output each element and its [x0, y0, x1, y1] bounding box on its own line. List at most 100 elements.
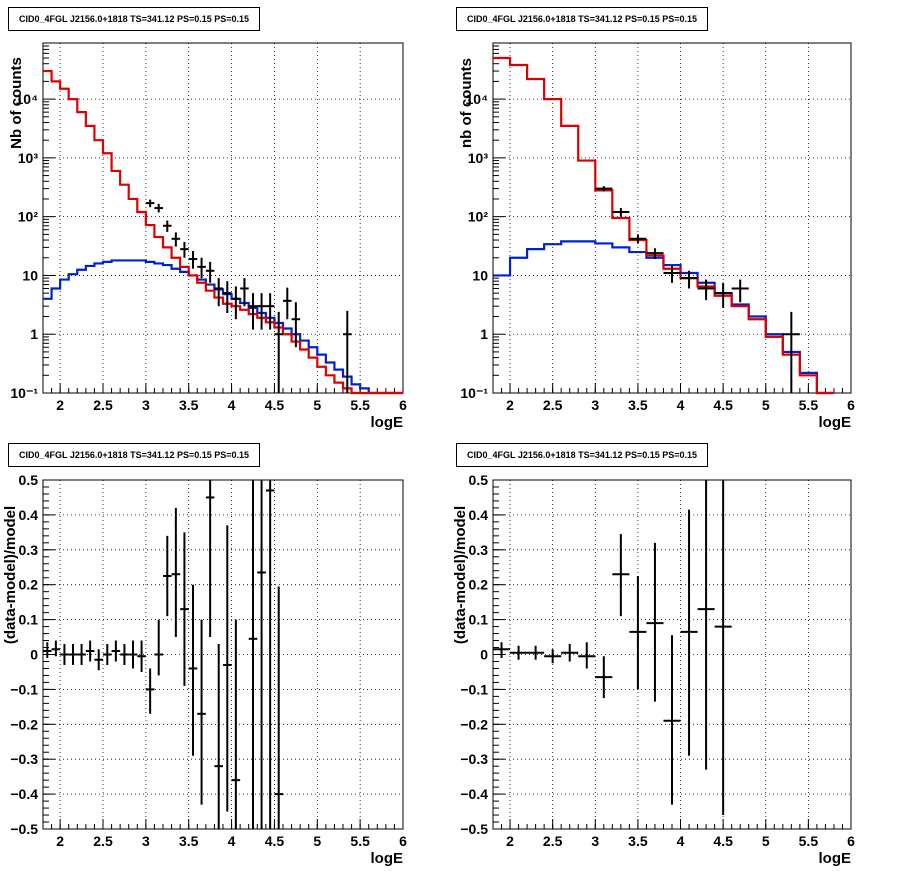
data-point: [646, 542, 664, 702]
x-tick-label: 3: [591, 397, 599, 413]
x-tick-label: 2: [56, 397, 64, 413]
y-axis-label: (data-model)/model: [2, 506, 19, 644]
x-tick-label: 5: [762, 397, 770, 413]
x-tick-label: 3: [142, 397, 150, 413]
x-tick-label: 3.5: [628, 833, 648, 849]
data-point: [274, 586, 283, 829]
y-tick-label: 0.1: [469, 612, 489, 628]
panel-title-top-left: CID0_4FGL J2156.0+1818 TS=341.12 PS=0.15…: [8, 7, 261, 31]
data-point: [163, 220, 172, 232]
x-tick-label: 2: [56, 833, 64, 849]
data-point: [223, 281, 232, 313]
y-tick-label: 0.2: [469, 577, 489, 593]
y-tick-label: −0.2: [10, 716, 38, 732]
x-tick-label: 2.5: [93, 833, 113, 849]
data-point: [197, 619, 206, 805]
x-tick-label: 3: [142, 833, 150, 849]
data-point: [680, 509, 698, 756]
y-tick-label: −0.3: [10, 751, 38, 767]
data-point: [595, 186, 613, 192]
y-tick-label: 10⁻¹: [10, 385, 38, 401]
x-tick-label: 3.5: [179, 833, 199, 849]
y-tick-label: −0.3: [460, 751, 488, 767]
data-point: [731, 279, 749, 303]
x-axis-label: logE: [371, 850, 404, 867]
y-tick-label: −0.4: [10, 786, 38, 802]
data-point: [197, 257, 206, 279]
y-tick-label: 10⁻¹: [460, 385, 488, 401]
x-tick-label: 4.5: [713, 397, 733, 413]
data-point: [205, 480, 215, 638]
data-point: [188, 584, 198, 756]
data-point: [782, 311, 800, 393]
data-point: [145, 668, 155, 714]
data-point: [527, 645, 545, 660]
data-point: [544, 649, 562, 664]
x-tick-label: 4.5: [713, 833, 733, 849]
data-point: [85, 640, 95, 662]
data-point: [103, 644, 112, 665]
x-tick-label: 5: [313, 833, 321, 849]
data-point: [714, 480, 732, 816]
y-tick-label: 0.4: [469, 507, 489, 523]
data-point: [214, 278, 223, 307]
y-tick-label: 0.1: [19, 612, 39, 628]
x-tick-label: 4: [677, 397, 685, 413]
data-point: [274, 311, 283, 393]
data-point: [231, 286, 241, 320]
y-axis-label: Nb of counts: [8, 57, 25, 149]
data-point: [248, 293, 258, 330]
total-model-histogram: [43, 69, 403, 395]
panel-title-top-right: CID0_4FGL J2156.0+1818 TS=341.12 PS=0.15…: [456, 7, 709, 31]
data-point: [510, 645, 528, 660]
y-tick-label: 0: [480, 647, 488, 663]
x-tick-label: 5.5: [350, 397, 370, 413]
y-tick-label: 10²: [18, 209, 39, 225]
data-point: [43, 642, 52, 658]
data-point: [595, 656, 613, 699]
x-tick-label: 2.5: [543, 397, 563, 413]
y-tick-label: −0.2: [460, 716, 488, 732]
data-point: [60, 644, 69, 665]
data-point: [240, 278, 249, 307]
data-point: [343, 310, 352, 393]
y-tick-label: 0.3: [469, 542, 489, 558]
y-tick-label: −0.1: [10, 681, 38, 697]
data-point: [697, 480, 715, 770]
x-tick-label: 6: [847, 397, 855, 413]
x-tick-label: 5.5: [799, 397, 819, 413]
data-point: [163, 535, 172, 617]
data-point: [697, 279, 715, 301]
data-point: [629, 234, 647, 244]
x-tick-label: 3: [591, 833, 599, 849]
y-tick-label: 1: [30, 326, 38, 342]
y-tick-label: −0.4: [460, 786, 488, 802]
data-point: [248, 480, 258, 829]
data-point: [94, 649, 103, 671]
x-tick-label: 4.5: [265, 833, 285, 849]
data-point: [493, 642, 511, 658]
data-point: [180, 532, 189, 686]
x-tick-label: 2: [506, 833, 514, 849]
data-point: [68, 644, 78, 665]
data-point: [171, 232, 181, 247]
x-tick-label: 3.5: [179, 397, 199, 413]
x-tick-label: 5: [313, 397, 321, 413]
x-axis-label: logE: [371, 414, 404, 431]
data-point: [629, 575, 647, 690]
panel-title-bottom-left: CID0_4FGL J2156.0+1818 TS=341.12 PS=0.15…: [8, 443, 261, 467]
y-tick-label: 10: [472, 267, 488, 283]
x-tick-label: 6: [847, 833, 855, 849]
x-tick-label: 6: [399, 397, 407, 413]
x-tick-label: 4: [677, 833, 685, 849]
y-tick-label: −0.5: [10, 821, 38, 837]
x-tick-label: 4: [228, 833, 236, 849]
x-tick-label: 4.5: [265, 397, 285, 413]
data-point: [291, 302, 301, 348]
data-point: [120, 644, 129, 665]
data-point: [154, 203, 163, 213]
